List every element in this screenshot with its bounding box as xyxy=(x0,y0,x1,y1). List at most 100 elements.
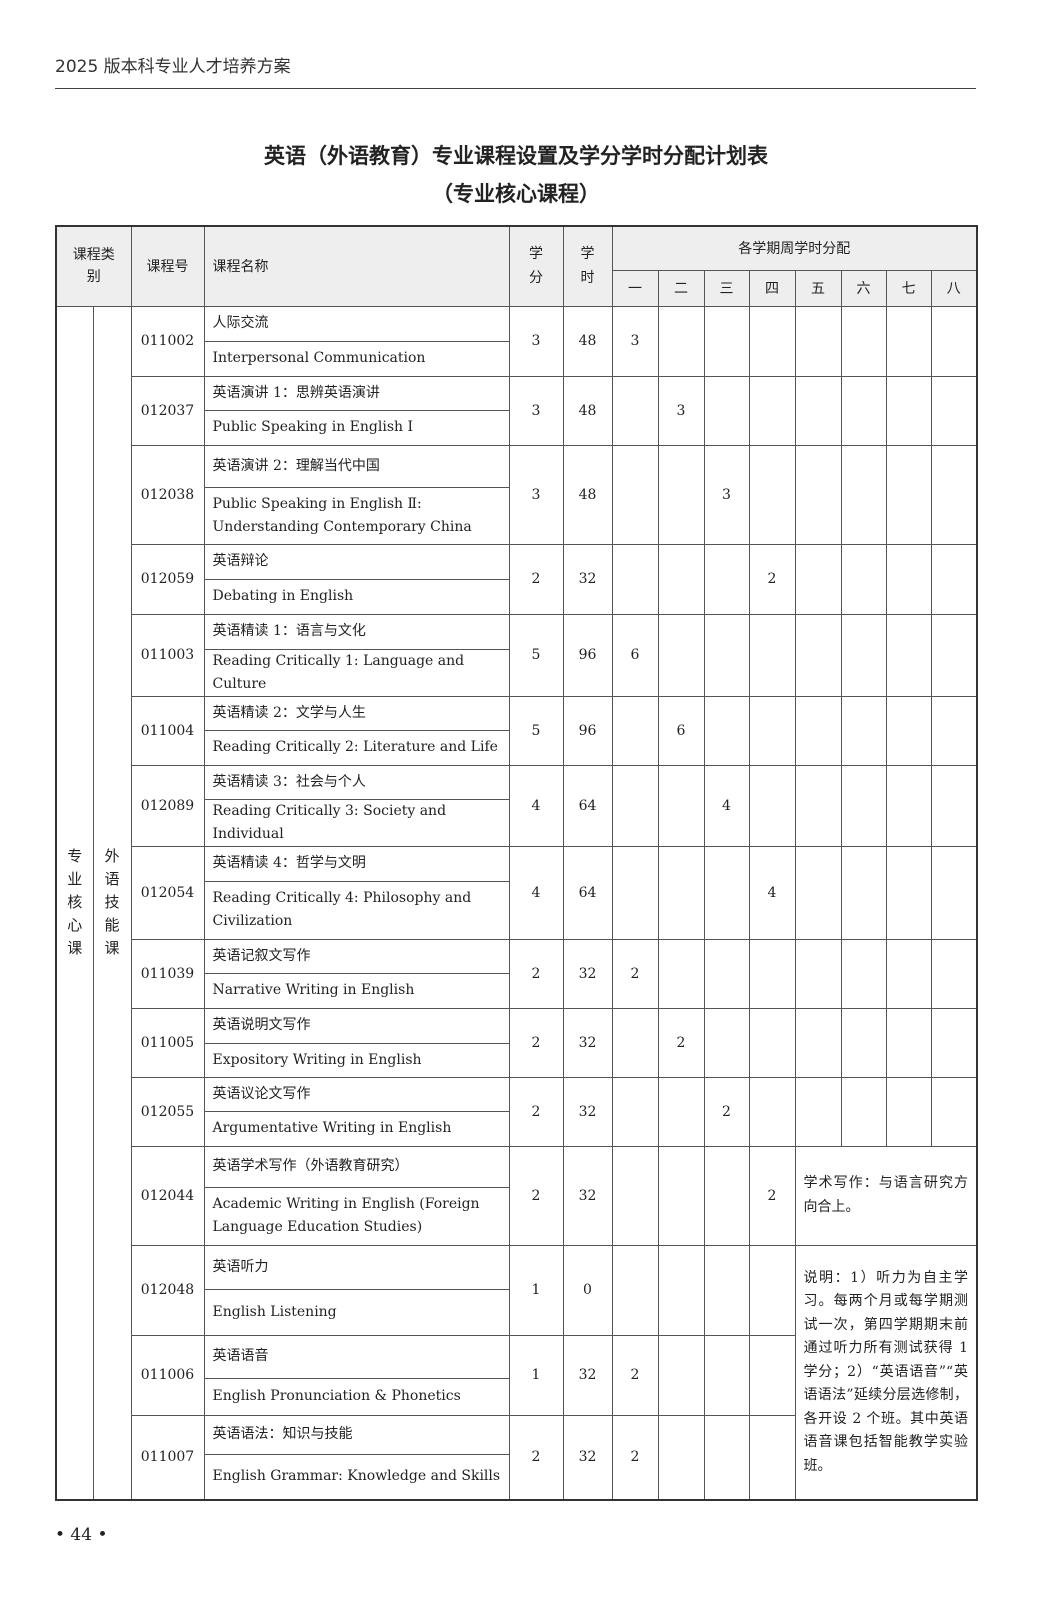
semester-8-hours xyxy=(930,1076,978,1147)
table-row: 011005 英语说明文写作 2 32 2 xyxy=(56,1007,978,1078)
semester-8-hours xyxy=(930,305,978,377)
course-hours: 96 xyxy=(562,695,613,766)
semester-7-hours xyxy=(885,375,932,446)
course-name-cn: 英语演讲 2：理解当代中国 xyxy=(203,444,510,488)
semester-3-hours xyxy=(703,845,750,940)
course-name-en: English Grammar: Knowledge and Skills xyxy=(203,1453,510,1501)
semester-4-hours xyxy=(748,1076,796,1147)
semester-4-hours xyxy=(748,1007,796,1078)
course-hours: 32 xyxy=(562,1076,613,1147)
semester-2-hours: 3 xyxy=(657,375,705,446)
course-name-cn: 英语说明文写作 xyxy=(203,1007,510,1044)
semester-5-hours xyxy=(794,938,842,1009)
semester-1-hours: 6 xyxy=(611,613,659,697)
course-name-cn: 英语听力 xyxy=(203,1244,510,1290)
semester-2-hours: 2 xyxy=(657,1007,705,1078)
table-row: Academic Writing in English (Foreign Lan… xyxy=(56,1186,977,1246)
course-credit: 2 xyxy=(508,1007,564,1078)
course-code: 011002 xyxy=(130,305,205,377)
course-hours: 48 xyxy=(562,444,613,545)
semester-1-hours xyxy=(611,1007,659,1078)
semester-1-hours xyxy=(611,845,659,940)
course-hours: 64 xyxy=(562,764,613,847)
course-credit: 4 xyxy=(508,845,564,940)
course-code: 012044 xyxy=(130,1145,205,1246)
col-semester-8: 八 xyxy=(930,269,978,307)
semester-7-hours xyxy=(885,764,932,847)
semester-3-hours xyxy=(703,695,750,766)
semester-2-hours xyxy=(657,845,705,940)
course-name-en: Expository Writing in English xyxy=(203,1042,510,1078)
note-academic-writing: 学术写作：与语言研究方向合上。 xyxy=(794,1145,978,1246)
semester-1-hours xyxy=(611,543,659,615)
course-name-en: Reading Critically 2: Literature and Lif… xyxy=(203,729,510,766)
semester-2-hours: 6 xyxy=(657,695,705,766)
course-name-en: Reading Critically 3: Society and Indivi… xyxy=(203,798,510,847)
course-credit: 5 xyxy=(508,613,564,697)
course-hours: 96 xyxy=(562,613,613,697)
semester-6-hours xyxy=(840,375,887,446)
semester-5-hours xyxy=(794,305,842,377)
semester-8-hours xyxy=(930,1007,978,1078)
semester-2-hours xyxy=(657,305,705,377)
course-name-en: Narrative Writing in English xyxy=(203,972,510,1009)
semester-5-hours xyxy=(794,764,842,847)
col-semesters: 各学期周学时分配 xyxy=(611,225,978,271)
course-code: 012055 xyxy=(130,1076,205,1147)
table-row: Reading Critically 4: Philosophy and Civ… xyxy=(56,880,977,940)
course-name-cn: 英语精读 1：语言与文化 xyxy=(203,613,510,650)
semester-7-hours xyxy=(885,845,932,940)
semester-4-hours xyxy=(748,305,796,377)
course-code: 012059 xyxy=(130,543,205,615)
semester-7-hours xyxy=(885,695,932,766)
course-credit: 2 xyxy=(508,543,564,615)
course-hours: 32 xyxy=(562,1145,613,1246)
course-hours: 48 xyxy=(562,305,613,377)
semester-5-hours xyxy=(794,613,842,697)
course-credit: 3 xyxy=(508,444,564,545)
col-credit: 学分 xyxy=(508,225,564,307)
course-name-cn: 英语语音 xyxy=(203,1334,510,1379)
semester-4-hours xyxy=(748,938,796,1009)
course-credit: 1 xyxy=(508,1244,564,1336)
course-name-en: Public Speaking in English Ⅱ: Understand… xyxy=(203,486,510,545)
course-hours: 32 xyxy=(562,938,613,1009)
semester-6-hours xyxy=(840,764,887,847)
course-credit: 2 xyxy=(508,938,564,1009)
table-row: 011003 英语精读 1：语言与文化 5 96 6 xyxy=(56,613,978,697)
course-credit: 2 xyxy=(508,1414,564,1501)
semester-6-hours xyxy=(840,613,887,697)
course-hours: 64 xyxy=(562,845,613,940)
table-row: 012054 英语精读 4：哲学与文明 4 64 4 xyxy=(56,845,978,940)
semester-8-hours xyxy=(930,938,978,1009)
semester-2-hours xyxy=(657,1076,705,1147)
semester-4-hours xyxy=(748,695,796,766)
semester-4-hours: 2 xyxy=(748,543,796,615)
semester-8-hours xyxy=(930,845,978,940)
semester-2-hours xyxy=(657,613,705,697)
semester-4-hours: 4 xyxy=(748,845,796,940)
table-row: 012059 英语辩论 2 32 2 xyxy=(56,543,978,615)
course-code: 011005 xyxy=(130,1007,205,1078)
course-credit: 5 xyxy=(508,695,564,766)
col-semester-2: 二 xyxy=(657,269,705,307)
semester-3-hours xyxy=(703,1007,750,1078)
col-semester-1: 一 xyxy=(611,269,659,307)
course-name-cn: 英语精读 4：哲学与文明 xyxy=(203,845,510,882)
subcategory-label: 外语技能课 xyxy=(104,847,120,958)
semester-2-hours xyxy=(657,938,705,1009)
semester-2-hours xyxy=(657,1334,705,1416)
semester-7-hours xyxy=(885,613,932,697)
course-name-en: Reading Critically 1: Language and Cultu… xyxy=(203,648,510,697)
table-row: Reading Critically 2: Literature and Lif… xyxy=(56,729,977,766)
semester-1-hours xyxy=(611,375,659,446)
table-row: 专业核心课 外语技能课 011002 人际交流 3 48 3 xyxy=(55,305,978,1501)
col-category: 课程类别 xyxy=(55,225,132,307)
col-semester-4: 四 xyxy=(748,269,796,307)
semester-7-hours xyxy=(885,938,932,1009)
semester-8-hours xyxy=(930,543,978,615)
note-listening: 说明：1）听力为自主学习。每两个月或每学期测试一次，第四学期期末前通过听力所有测… xyxy=(794,1244,978,1501)
semester-8-hours xyxy=(930,375,978,446)
semester-4-hours xyxy=(748,1244,796,1336)
table-row: Narrative Writing in English xyxy=(56,972,977,1009)
